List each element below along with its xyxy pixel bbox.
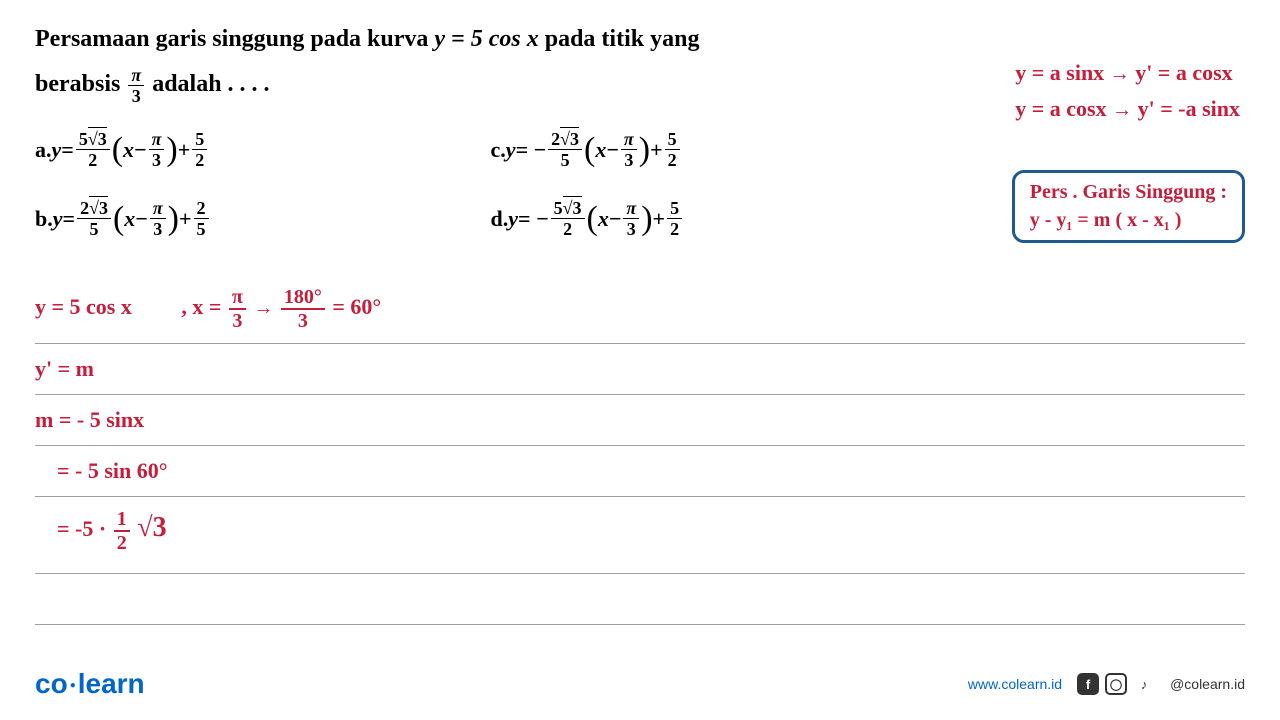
instagram-icon: ◯ bbox=[1105, 673, 1127, 695]
option-b: b. y = 2√35 (x − π3) + 25 bbox=[35, 199, 211, 238]
social-icons: f ◯ ♪ bbox=[1077, 673, 1155, 695]
work-line-1: y = 5 cos x , x = π3 → 180°3 = 60° bbox=[35, 275, 1245, 344]
formula-box: Pers . Garis Singgung : y - y₁ = m ( x -… bbox=[1012, 170, 1245, 243]
option-a: a. y = 5√32 (x − π3) + 52 bbox=[35, 130, 211, 169]
website-url: www.colearn.id bbox=[968, 676, 1062, 692]
facebook-icon: f bbox=[1077, 673, 1099, 695]
logo: co●learn bbox=[35, 668, 145, 700]
work-line-4: = - 5 sin 60° bbox=[35, 446, 1245, 497]
footer: co●learn www.colearn.id f ◯ ♪ @colearn.i… bbox=[35, 668, 1245, 700]
tiktok-icon: ♪ bbox=[1133, 673, 1155, 695]
question-line1: Persamaan garis singgung pada kurva y = … bbox=[35, 20, 1245, 58]
derivative-rules: y = a sinx → y' = a cosx y = a cosx → y'… bbox=[1015, 60, 1240, 132]
social-handle: @colearn.id bbox=[1170, 676, 1245, 692]
work-line-5: = -5 · 12 √3 bbox=[35, 497, 1245, 574]
option-c: c. y = − 2√35 (x − π3) + 52 bbox=[491, 130, 685, 169]
option-d: d. y = − 5√32 (x − π3) + 52 bbox=[491, 199, 685, 238]
work-line-empty1 bbox=[35, 574, 1245, 625]
work-line-3: m = - 5 sinx bbox=[35, 395, 1245, 446]
work-area: y = 5 cos x , x = π3 → 180°3 = 60° y' = … bbox=[35, 275, 1245, 675]
work-line-2: y' = m bbox=[35, 344, 1245, 395]
